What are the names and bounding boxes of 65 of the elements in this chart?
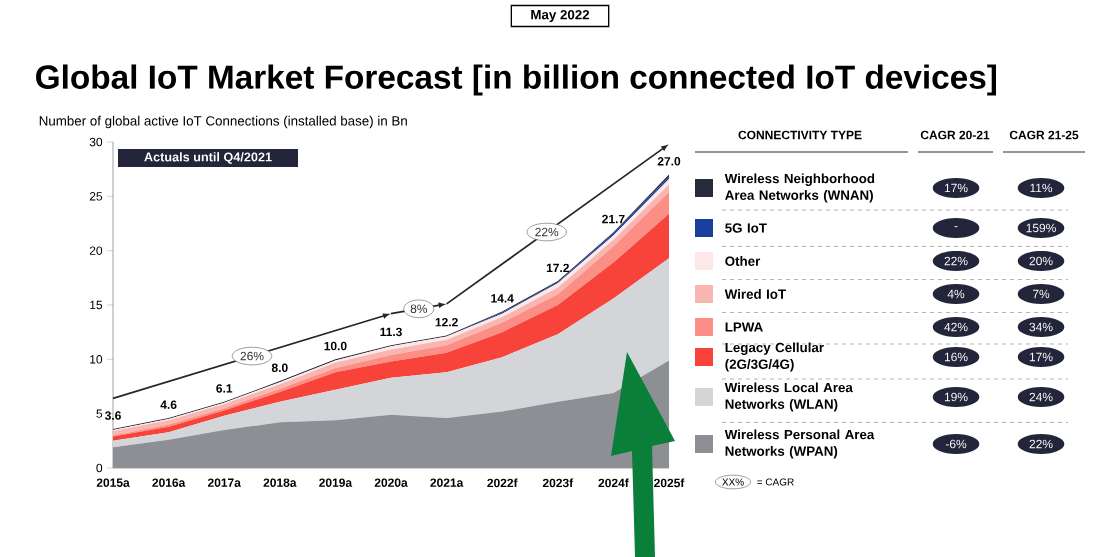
- text: 22%: [1029, 439, 1053, 449]
- text: 19%: [944, 392, 968, 402]
- legend-label: Legacy Cellular (2G/3G/4G): [725, 342, 824, 372]
- x-tick-label: 2017a: [207, 478, 241, 487]
- legend-label: 5G IoT: [725, 223, 767, 233]
- text: XX%: [722, 478, 744, 486]
- text: CAGR 20-21: [920, 130, 990, 140]
- legend-label: Other: [725, 256, 761, 266]
- annotation: 26%: [240, 351, 264, 361]
- x-tick-label: 2021a: [430, 478, 464, 487]
- text: 34%: [1029, 322, 1053, 332]
- y-tick-label: 0: [96, 463, 103, 473]
- annotation: 8%: [410, 304, 428, 314]
- text: 42%: [944, 322, 968, 332]
- total-label: 10.0: [324, 341, 347, 351]
- x-tick-label: 2016a: [152, 478, 186, 487]
- annotation: 22%: [535, 227, 559, 237]
- chart-title: Global IoT Market Forecast [in billion connected IoT devices]: [36, 64, 996, 96]
- text: -: [954, 226, 958, 228]
- x-tick-label: 2018a: [263, 478, 297, 487]
- y-tick-label: 25: [89, 192, 103, 201]
- total-label: 21.7: [602, 214, 625, 224]
- x-tick-label: 2015a: [96, 478, 130, 487]
- legend-label: Wireless Neighborhood Area Networks (WNAN): [724, 173, 875, 203]
- text: = CAGR: [757, 478, 794, 486]
- text: CAGR 21-25: [1009, 130, 1079, 140]
- y-tick-label: 30: [89, 137, 103, 147]
- x-tick-label: 2025f: [654, 478, 685, 488]
- text: 17%: [944, 183, 968, 193]
- total-label: 14.4: [491, 294, 514, 303]
- y-tick-label: 10: [90, 355, 103, 364]
- annotation: Actuals until Q4/2021: [144, 152, 272, 164]
- x-tick-label: 2019a: [319, 478, 353, 487]
- total-label: 17.2: [546, 263, 569, 273]
- y-axis-title: Number of global active IoT Connections (installed base) in Bn: [39, 115, 407, 129]
- text: 20%: [1029, 256, 1053, 266]
- legend-label: Wired IoT: [724, 289, 786, 299]
- text: -6%: [945, 439, 967, 449]
- text: 16%: [944, 352, 968, 362]
- text: 7%: [1032, 289, 1050, 299]
- text: 11%: [1030, 183, 1053, 193]
- total-label: 27.0: [657, 157, 681, 166]
- legend-label: Wireless Personal Area Networks (WPAN): [724, 429, 875, 459]
- text: 22%: [944, 256, 968, 266]
- text: May 2022: [531, 9, 590, 23]
- text: 17%: [1029, 352, 1053, 362]
- total-label: 6.1: [216, 384, 233, 393]
- legend-title: CONNECTIVITY TYPE: [738, 130, 862, 140]
- text: 159%: [1026, 223, 1056, 233]
- total-label: 11.3: [380, 327, 402, 337]
- y-tick-label: 5: [96, 409, 103, 418]
- x-tick-label: 2020a: [374, 478, 408, 487]
- legend-label: Wireless Local Area Networks (WLAN): [724, 382, 853, 412]
- text: 24%: [1029, 392, 1053, 402]
- text: 4%: [947, 289, 965, 299]
- total-label: 8.0: [271, 363, 288, 373]
- x-tick-label: 2022f: [487, 478, 518, 488]
- total-label: 4.6: [160, 400, 177, 409]
- y-tick-label: 20: [89, 246, 103, 255]
- legend-label: LPWA: [725, 322, 763, 332]
- total-label: 12.2: [435, 317, 458, 327]
- x-tick-label: 2023f: [542, 478, 574, 488]
- total-label: 3.6: [104, 411, 121, 420]
- x-tick-label: 2024f: [598, 478, 629, 488]
- y-tick-label: 15: [90, 300, 103, 310]
